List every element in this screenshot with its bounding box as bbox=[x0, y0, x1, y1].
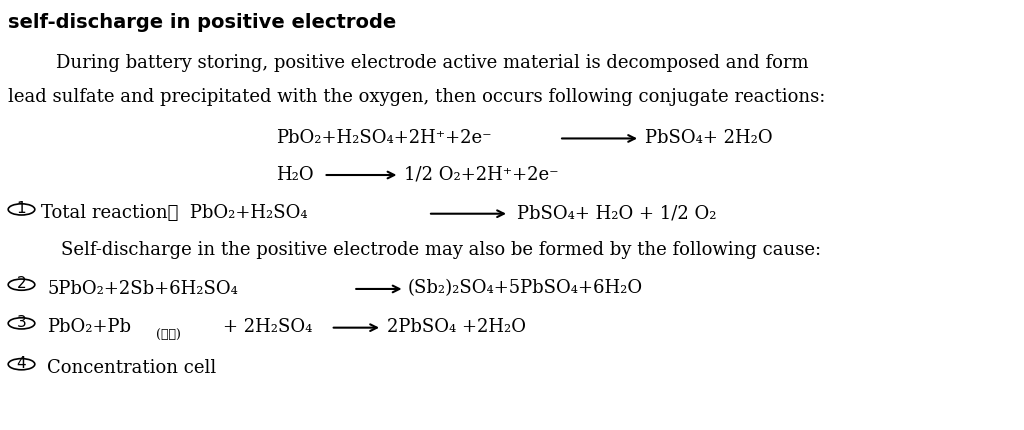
Text: 4: 4 bbox=[16, 356, 27, 371]
Text: During battery storing, positive electrode active material is decomposed and for: During battery storing, positive electro… bbox=[56, 54, 809, 72]
Text: lead sulfate and precipitated with the oxygen, then occurs following conjugate r: lead sulfate and precipitated with the o… bbox=[8, 88, 825, 106]
Text: + 2H₂SO₄: + 2H₂SO₄ bbox=[223, 318, 312, 336]
Text: Concentration cell: Concentration cell bbox=[47, 359, 216, 377]
Text: PbO₂+H₂SO₄+2H⁺+2e⁻: PbO₂+H₂SO₄+2H⁺+2e⁻ bbox=[276, 129, 493, 147]
Text: self-discharge in positive electrode: self-discharge in positive electrode bbox=[8, 13, 396, 32]
Text: H₂O: H₂O bbox=[276, 166, 314, 184]
Text: (Sb₂)₂SO₄+5PbSO₄+6H₂O: (Sb₂)₂SO₄+5PbSO₄+6H₂O bbox=[408, 280, 643, 298]
Text: 5PbO₂+2Sb+6H₂SO₄: 5PbO₂+2Sb+6H₂SO₄ bbox=[47, 280, 238, 298]
Text: PbSO₄+ 2H₂O: PbSO₄+ 2H₂O bbox=[645, 129, 773, 147]
Text: Total reaction：  PbO₂+H₂SO₄: Total reaction： PbO₂+H₂SO₄ bbox=[41, 204, 307, 222]
Text: PbSO₄+ H₂O + 1/2 O₂: PbSO₄+ H₂O + 1/2 O₂ bbox=[517, 204, 717, 222]
Text: 1/2 O₂+2H⁺+2e⁻: 1/2 O₂+2H⁺+2e⁻ bbox=[404, 166, 559, 184]
Text: (板桅): (板桅) bbox=[156, 329, 180, 342]
Text: 3: 3 bbox=[16, 315, 27, 330]
Text: Self-discharge in the positive electrode may also be formed by the following cau: Self-discharge in the positive electrode… bbox=[61, 241, 821, 259]
Text: 1: 1 bbox=[16, 201, 27, 216]
Text: 2: 2 bbox=[16, 276, 27, 291]
Text: PbO₂+Pb: PbO₂+Pb bbox=[47, 318, 131, 336]
Text: 2PbSO₄ +2H₂O: 2PbSO₄ +2H₂O bbox=[387, 318, 526, 336]
